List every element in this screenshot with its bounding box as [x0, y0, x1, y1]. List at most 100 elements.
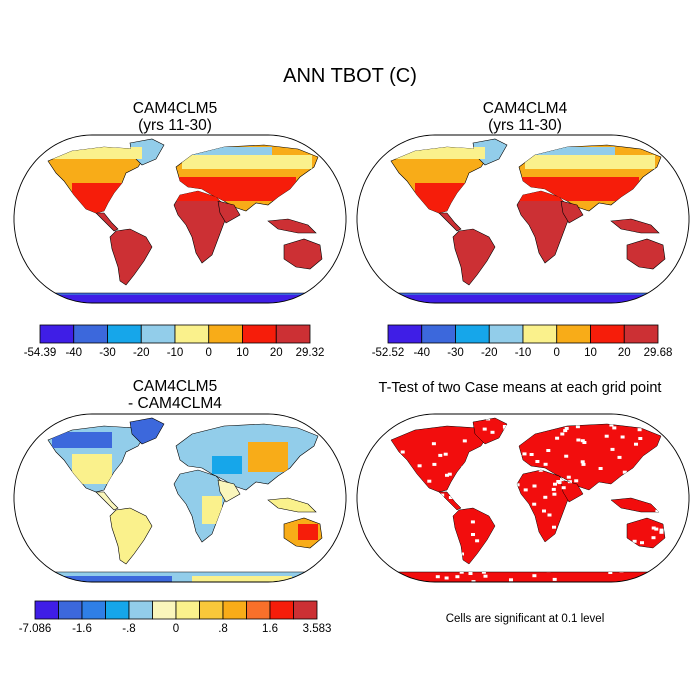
map3-land-southAmerica	[109, 507, 153, 565]
colorbar3-tick-label: 0	[173, 623, 179, 635]
ttest-insignificant-cell	[622, 470, 627, 474]
ttest-insignificant-cell	[471, 580, 476, 582]
colorbar3-tick-label: -7.086	[19, 623, 52, 635]
ttest-insignificant-cell	[400, 414, 404, 417]
ttest-insignificant-cell	[471, 533, 475, 536]
ttest-insignificant-cell	[535, 460, 540, 463]
ttest-insignificant-cell	[553, 482, 557, 486]
map1-land-indonesia	[267, 218, 317, 234]
colorbar3-swatch	[81, 600, 106, 620]
ttest-insignificant-cell	[523, 488, 528, 492]
ttest-insignificant-cell	[674, 412, 678, 415]
ttest-insignificant-cell	[380, 563, 385, 567]
ttest-insignificant-cell	[363, 439, 367, 442]
ttest-significant-arabia	[560, 479, 584, 503]
colorbar1-tick-label: -20	[133, 347, 150, 359]
ttest-insignificant-cell	[655, 509, 660, 513]
ttest-insignificant-cell	[382, 423, 387, 427]
ttest-insignificant-cell	[640, 541, 644, 545]
ttest-insignificant-cell	[417, 464, 422, 468]
ttest-insignificant-cell	[490, 430, 495, 434]
colorbar2-swatch	[556, 324, 591, 344]
colorbar3-swatch	[222, 600, 247, 620]
ttest-insignificant-cell	[381, 571, 386, 575]
ttest-insignificant-cell	[381, 563, 386, 567]
ttest-insignificant-cell	[574, 479, 579, 483]
map1-zone	[32, 295, 332, 303]
colorbar3-swatch	[152, 600, 177, 620]
colorbar2-tick-label: 10	[584, 347, 597, 359]
ttest-insignificant-cell	[659, 528, 664, 532]
map1-zone	[192, 147, 272, 155]
map3-zone	[298, 524, 318, 540]
map-difference	[13, 413, 347, 583]
ttest-significant-eurasia	[518, 423, 662, 491]
panel1-title-line2: (yrs 11-30)	[138, 117, 212, 134]
ttest-insignificant-cell	[641, 418, 645, 420]
map2-land-indonesia	[610, 218, 660, 234]
ttest-insignificant-cell	[552, 492, 557, 496]
ttest-insignificant-cell	[385, 582, 389, 584]
ttest-insignificant-cell	[427, 479, 432, 483]
colorbar2-tick-label: -30	[447, 347, 464, 359]
colorbar3-tick-label: -.8	[122, 623, 135, 635]
colorbar3-swatch	[128, 600, 153, 620]
panel1-title-line1: CAM4CLM5	[132, 100, 218, 117]
ttest-insignificant-cell	[361, 443, 365, 446]
map2-zone	[535, 147, 615, 155]
ttest-insignificant-cell	[580, 460, 585, 464]
colorbar3-swatch	[293, 600, 318, 620]
panel2-title: CAM4CLM4 (yrs 11-30)	[410, 100, 640, 134]
ttest-insignificant-cell	[360, 454, 364, 457]
colorbar1-swatch	[275, 324, 311, 344]
ttest-insignificant-cell	[400, 450, 405, 454]
ttest-insignificant-cell	[509, 578, 513, 582]
ttest-insignificant-cell	[560, 478, 564, 482]
map3-zone	[52, 576, 172, 582]
ttest-insignificant-cell	[651, 526, 656, 530]
colorbar3-swatch	[58, 600, 83, 620]
colorbar1-swatch	[107, 324, 142, 344]
ttest-insignificant-cell	[561, 486, 566, 490]
ttest-insignificant-cell	[609, 423, 614, 427]
colorbar1-tick-label: 0	[206, 347, 212, 359]
map1-land-arabia	[217, 200, 241, 224]
ttest-insignificant-cell	[552, 577, 557, 581]
colorbar3-swatch	[175, 600, 200, 620]
ttest-insignificant-cell	[632, 539, 637, 543]
map-cam4clm5	[13, 134, 347, 304]
colorbar2-tick-label: -40	[413, 347, 430, 359]
ttest-insignificant-cell	[444, 576, 449, 580]
colorbar1-swatch	[242, 324, 277, 344]
colorbar3-swatch	[105, 600, 130, 620]
ttest-significant-centralAmerica	[438, 491, 462, 511]
colorbar1-swatch	[39, 324, 75, 344]
colorbar2-tick-label: -10	[515, 347, 532, 359]
ttest-insignificant-cell	[582, 441, 587, 444]
colorbar2-swatch	[590, 324, 625, 344]
ttest-insignificant-cell	[532, 502, 537, 506]
ttest-insignificant-cell	[483, 574, 488, 578]
colorbar2-swatch	[488, 324, 524, 344]
ttest-insignificant-cell	[435, 575, 440, 579]
map1-land-southAmerica	[109, 228, 153, 286]
map3-land-greenland	[129, 417, 165, 445]
ttest-insignificant-cell	[563, 429, 568, 433]
colorbar1-swatch	[208, 324, 243, 344]
colorbar2-tick-label: 29.68	[644, 347, 673, 359]
map3-zone	[212, 456, 242, 474]
colorbar1-swatch	[140, 324, 176, 344]
map2-land-australia	[626, 238, 666, 270]
ttest-insignificant-cell	[360, 416, 364, 419]
colorbar3-swatch	[199, 600, 224, 620]
ttest-insignificant-cell	[638, 437, 643, 440]
ttest-insignificant-cell	[462, 439, 467, 443]
colorbar1-swatch	[73, 324, 108, 344]
ttest-insignificant-cell	[447, 472, 452, 476]
colorbar3-swatch	[269, 600, 294, 620]
colorbar3-tick-label: 3.583	[303, 623, 332, 635]
ttest-insignificant-cell	[556, 480, 561, 483]
colorbar2-tick-label: -52.52	[372, 347, 405, 359]
map3-land-eurasia	[175, 423, 319, 491]
ttest-insignificant-cell	[620, 435, 625, 439]
